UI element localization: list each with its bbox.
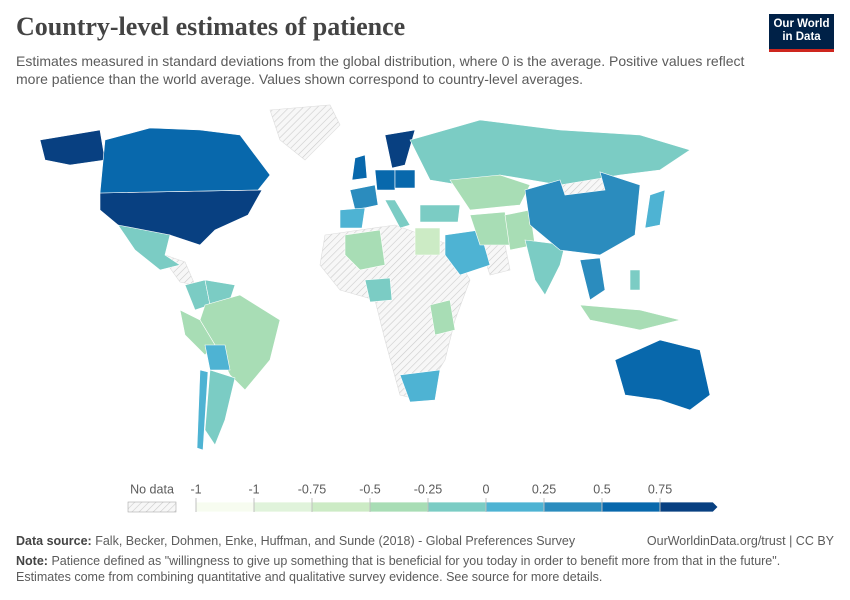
legend-tick-label: 0 <box>483 482 490 496</box>
note: Note: Patience defined as "willingness t… <box>16 553 826 585</box>
legend-bin <box>659 501 719 513</box>
title: Country-level estimates of patience <box>16 12 406 41</box>
note-text: Patience defined as "willingness to give… <box>16 554 781 584</box>
country <box>204 369 236 446</box>
logo[interactable]: Our World in Data <box>769 14 834 52</box>
subtitle: Estimates measured in standard deviation… <box>16 53 745 87</box>
country <box>614 339 711 411</box>
source-label: Data source: <box>16 534 92 548</box>
country <box>384 199 411 229</box>
country <box>204 344 231 371</box>
legend-bin <box>369 501 429 513</box>
legend-bin <box>311 501 371 513</box>
country <box>414 227 441 256</box>
country <box>394 169 416 189</box>
country <box>374 169 396 191</box>
country <box>39 129 263 246</box>
legend-bin <box>253 501 313 513</box>
country <box>629 269 641 291</box>
country <box>579 304 681 331</box>
legend-tick-label: -0.25 <box>414 482 443 496</box>
country <box>351 154 368 181</box>
country <box>384 129 416 169</box>
country <box>644 189 666 229</box>
source: Data source: Falk, Becker, Dohmen, Enke,… <box>16 533 575 549</box>
country <box>409 119 691 186</box>
country <box>339 207 366 229</box>
legend-tick-label: -1 <box>190 482 201 496</box>
country <box>579 257 606 301</box>
country <box>344 229 386 271</box>
legend-tick-label: -1 <box>248 482 259 496</box>
legend-bin <box>601 501 661 513</box>
country <box>524 171 641 256</box>
legend-bin <box>427 501 487 513</box>
legend-tick-label: 0.5 <box>593 482 610 496</box>
country <box>399 369 441 403</box>
country <box>196 369 209 451</box>
country <box>99 127 271 194</box>
country <box>449 174 531 211</box>
legend-no-data-box <box>127 501 177 513</box>
legend-tick-label: -0.5 <box>359 482 381 496</box>
country <box>349 184 379 211</box>
legend-tick-label: 0.75 <box>648 482 672 496</box>
legend-bin <box>485 501 545 513</box>
logo-line: in Data <box>782 31 821 43</box>
note-label: Note: <box>16 554 48 568</box>
countries <box>39 119 711 451</box>
country <box>117 224 181 271</box>
legend-bin <box>195 501 255 513</box>
legend-no-data-label: No data <box>130 482 174 496</box>
logo-line: Our World <box>773 18 830 30</box>
no-data-land <box>164 104 606 401</box>
legend-tick-label: 0.25 <box>532 482 556 496</box>
country <box>364 277 393 303</box>
country <box>419 204 461 223</box>
legend-bin <box>543 501 603 513</box>
license[interactable]: OurWorldinData.org/trust | CC BY <box>646 534 834 548</box>
source-text: Falk, Becker, Dohmen, Enke, Huffman, and… <box>95 534 576 548</box>
legend-tick-label: -0.75 <box>298 482 327 496</box>
legend: No data -1 -1 -0.75 -0.5 -0.25 0 0.25 0.5 0.75 <box>127 482 719 513</box>
country <box>429 299 456 336</box>
